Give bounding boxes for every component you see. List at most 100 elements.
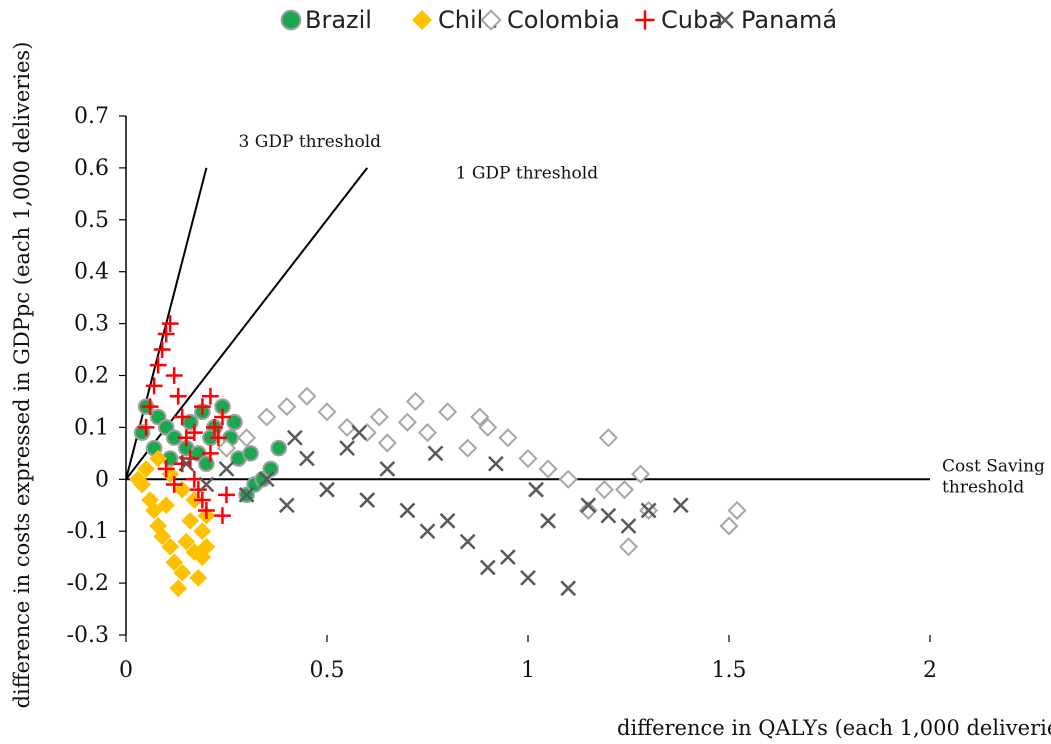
colombia-point [257,407,277,427]
colombia-point [558,469,578,489]
panama-point [399,502,416,519]
colombia-point [369,407,389,427]
panama-point [379,461,396,477]
colombia-point [538,459,558,479]
y-tick-label: 0.7 [74,104,109,129]
legend-item-cuba: Cuba [635,6,723,34]
y-tick-label: 0.6 [74,156,109,181]
chile-point [161,537,180,556]
panama-point [339,440,355,457]
chile-point [177,532,196,551]
chile-point [193,522,212,541]
colombia-point [470,407,490,427]
x-tick-label: 1 [521,658,535,683]
legend-item-panama: Panamá [716,6,837,34]
brazil-point [280,9,302,31]
cuba-point [157,325,175,343]
1-gdp-threshold-label: 1 GDP threshold [456,163,599,183]
panama-point [600,507,617,524]
panama-point [278,497,295,514]
cuba-point [193,398,211,416]
colombia-point [478,417,498,437]
cuba-point [193,491,211,509]
cuba-point [218,486,235,504]
cuba-point [149,356,167,374]
cuba-point [206,419,223,436]
colombia-point [405,391,425,411]
y-tick-label: -0.3 [67,623,109,648]
panama-point [439,512,456,529]
colombia-point [317,402,337,422]
colombia-point [237,428,257,448]
y-tick-label: 0 [95,467,109,492]
colombia-point [377,433,397,453]
panama-point [238,486,255,503]
panama-point [620,518,637,534]
colombia-point [598,428,618,448]
colombia-point [578,500,598,520]
cuba-point [165,476,183,493]
colombia-point [458,438,478,458]
y-tick-label: 0.5 [74,208,109,233]
annotations: 3 GDP threshold 1 GDP threshold Cost Savin… [239,132,1045,497]
legend-item-colombia: Colombia [480,6,620,34]
panama-point [218,461,235,477]
colombia-point [618,537,639,557]
colombia-point [216,438,237,458]
colombia-point [438,402,458,422]
cuba-point [214,408,231,426]
brazil-point [226,413,243,431]
chile-point [197,537,216,556]
axes: -0.3 -0.2 -0.1 0 0.1 0.2 0.3 0.4 0.5 0.6 0.7 0 0.5 1 1… [67,104,937,683]
colombia-point [337,417,357,437]
panama-point [672,497,689,514]
chile-point [169,579,188,598]
plot-area: -0.3 -0.2 -0.1 0 0.1 0.2 0.3 0.4 0.5 0.6 0.7 0 0.5 1 1… [67,104,1045,683]
legend: Brazil Chile Colombia Cuba Panamá [280,6,837,34]
chile-point [145,501,163,520]
cuba-point [169,387,187,405]
y-tick-label: 0.4 [74,260,109,285]
cuba-point [210,429,227,447]
panama-point [359,492,376,508]
cuba-point [153,341,171,358]
cuba-point [202,444,219,462]
panama-point [351,424,368,441]
panama-point [419,523,436,540]
cuba-point [145,377,163,395]
panama-point [528,481,544,498]
chile-point [173,563,192,582]
x-tick-label: 0 [119,658,133,683]
panama-point [520,570,536,586]
colombia-point [594,480,614,500]
chile-point [165,553,184,572]
panama-point [178,455,195,472]
colombia-point [727,500,747,520]
chile-point [149,449,167,468]
cuba-point [214,507,231,525]
series-panama [178,424,689,597]
colombia-point [397,412,417,432]
cuba-point [173,408,191,426]
chile-point [181,511,200,530]
y-tick-label: -0.2 [67,571,109,596]
colombia-point [480,9,502,31]
y-tick-label: 0.1 [74,415,109,440]
panama-point [716,11,734,29]
y-axis-title: difference in costs expressed in GDPpc (… [10,42,34,709]
panama-point [500,549,516,566]
cuba-point [157,460,175,478]
colombia-point [297,386,317,406]
series-chile [129,449,216,598]
colombia-point [614,480,635,500]
y-tick-label: 0.2 [74,364,109,389]
colombia-point [277,397,297,417]
panama-point [580,497,597,514]
panama-point [540,512,556,529]
colombia-point [357,423,377,443]
panama-point [258,471,275,488]
cuba-point [185,424,203,441]
chile-point [189,569,208,587]
chile-point [137,460,155,478]
